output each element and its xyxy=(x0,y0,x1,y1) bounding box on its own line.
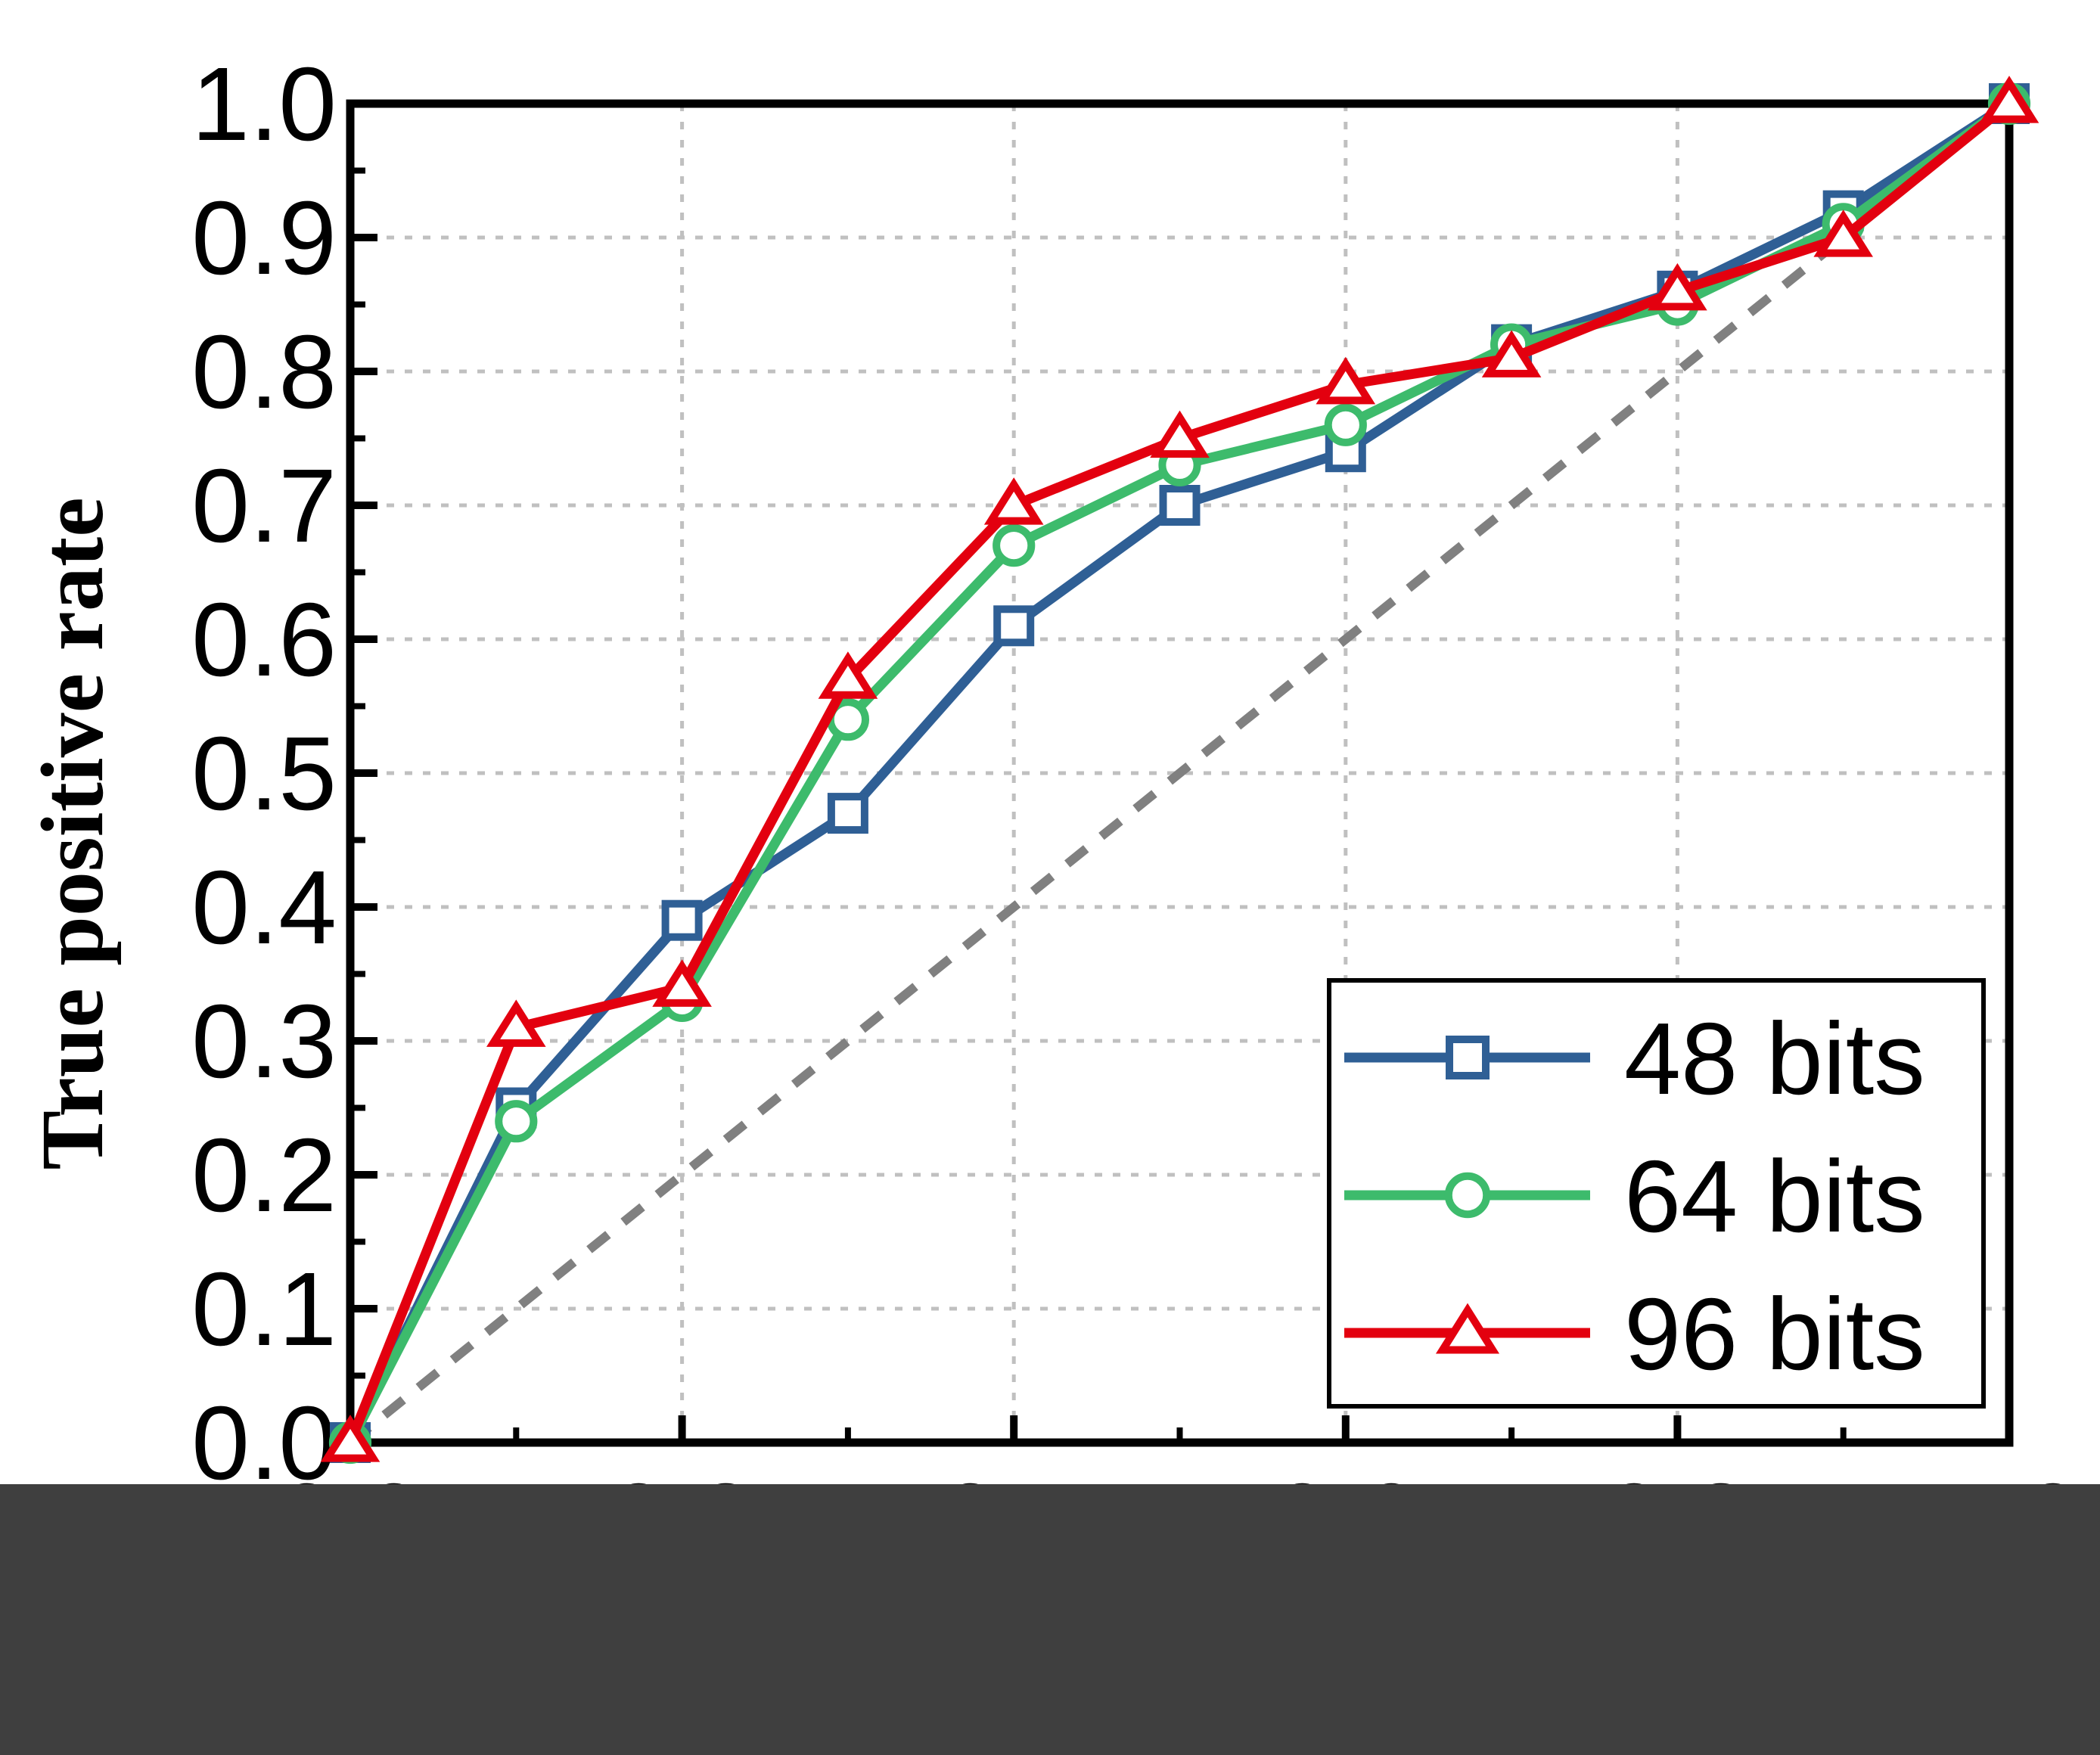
data-point xyxy=(1159,485,1201,526)
data-point xyxy=(1324,403,1367,446)
data-point xyxy=(983,477,1044,525)
data-point xyxy=(1481,330,1542,377)
y-tick-label: 0.9 xyxy=(191,180,337,297)
data-point xyxy=(993,605,1035,647)
diagonal-reference-line xyxy=(347,100,2012,1446)
data-point xyxy=(1316,356,1376,405)
legend-marker xyxy=(1435,1303,1500,1354)
data-point xyxy=(1813,210,1873,257)
data-point xyxy=(320,1415,381,1462)
y-tick-label: 0.2 xyxy=(191,1117,337,1234)
data-point xyxy=(486,999,546,1047)
y-axis-title: True positive rate xyxy=(23,497,122,1169)
data-point xyxy=(652,959,712,1007)
y-tick-label: 0.1 xyxy=(191,1251,337,1368)
legend-marker xyxy=(1446,1036,1490,1079)
y-tick-label: 0.4 xyxy=(191,850,337,966)
y-tick-label: 1.0 xyxy=(191,46,337,163)
series-96-bits xyxy=(320,76,2039,1462)
data-point xyxy=(827,793,868,834)
legend-label: 64 bits xyxy=(1624,1139,1925,1253)
data-point xyxy=(661,899,703,941)
legend-label: 96 bits xyxy=(1624,1277,1925,1391)
data-point xyxy=(1979,76,2039,123)
data-point xyxy=(1648,262,1707,311)
data-point xyxy=(1150,410,1210,458)
y-tick-label: 0.0 xyxy=(191,1385,337,1502)
y-tick-label: 0.8 xyxy=(191,314,337,430)
data-point xyxy=(818,651,878,699)
bottom-overlay-bar xyxy=(0,1484,2100,1755)
y-tick-label: 0.7 xyxy=(191,448,337,564)
legend-marker xyxy=(1444,1172,1491,1219)
y-tick-label: 0.3 xyxy=(191,983,337,1100)
data-point xyxy=(993,524,1036,567)
legend-label: 48 bits xyxy=(1624,1002,1925,1116)
y-tick-label: 0.6 xyxy=(191,582,337,698)
y-tick-label: 0.5 xyxy=(191,716,337,832)
data-point xyxy=(495,1100,538,1143)
legend: 48 bits 64 bits 96 bits xyxy=(1327,978,1986,1409)
